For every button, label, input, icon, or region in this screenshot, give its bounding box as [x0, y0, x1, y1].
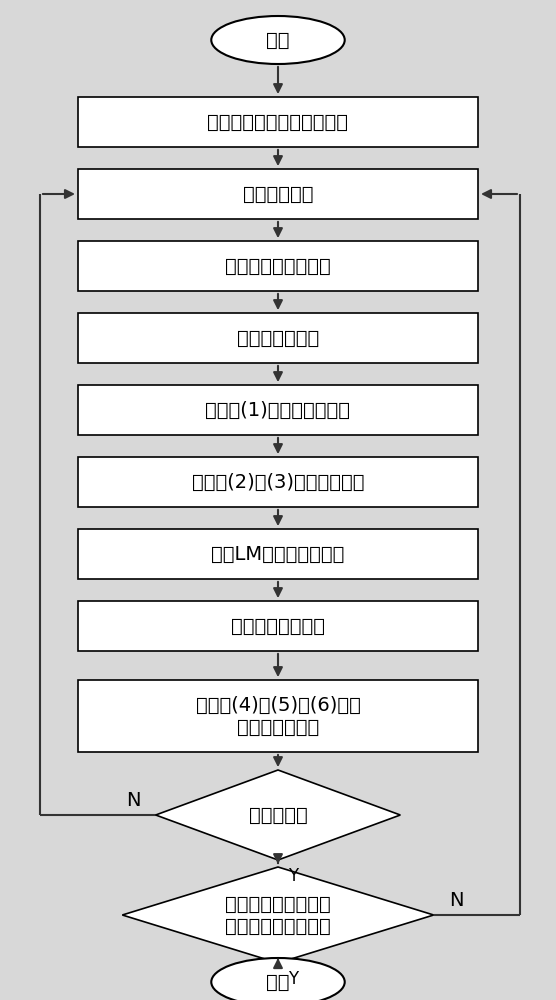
Polygon shape [122, 867, 434, 963]
Text: 根据式(4)、(5)、(6)调整
各层权值和阈值: 根据式(4)、(5)、(6)调整 各层权值和阈值 [196, 696, 360, 736]
Text: 初始化连接权值、节点阈值: 初始化连接权值、节点阈值 [207, 112, 349, 131]
Text: Y: Y [289, 970, 299, 988]
Bar [78, 385, 478, 435]
Bar [78, 241, 478, 291]
Text: 采用LM训练法进行训练: 采用LM训练法进行训练 [211, 544, 345, 564]
Polygon shape [156, 770, 400, 860]
Text: 计算隐含层节点输出: 计算隐含层节点输出 [225, 256, 331, 275]
Text: 输入训练样本: 输入训练样本 [243, 184, 313, 204]
Text: 结束: 结束 [266, 972, 290, 992]
Text: 根据式(2)、(3)计算误差信号: 根据式(2)、(3)计算误差信号 [192, 473, 364, 491]
Text: N: N [126, 790, 141, 810]
Text: 获得权值调整向量: 获得权值调整向量 [231, 616, 325, 636]
Text: 计算输出层输出: 计算输出层输出 [237, 328, 319, 348]
Bar [78, 529, 478, 579]
Text: 根据式(1)计算系统总误差: 根据式(1)计算系统总误差 [206, 400, 350, 420]
Text: 完成轮训？: 完成轮训？ [249, 806, 307, 824]
Ellipse shape [211, 958, 345, 1000]
Bar [78, 680, 478, 752]
Bar [78, 169, 478, 219]
Text: 开始: 开始 [266, 30, 290, 49]
Bar [78, 457, 478, 507]
Text: N: N [449, 890, 463, 910]
Text: 误差小于下限？或者
学习次数达到上限？: 误差小于下限？或者 学习次数达到上限？ [225, 894, 331, 936]
Bar [78, 97, 478, 147]
Bar [78, 313, 478, 363]
Bar [78, 601, 478, 651]
Ellipse shape [211, 16, 345, 64]
Text: Y: Y [289, 867, 299, 885]
